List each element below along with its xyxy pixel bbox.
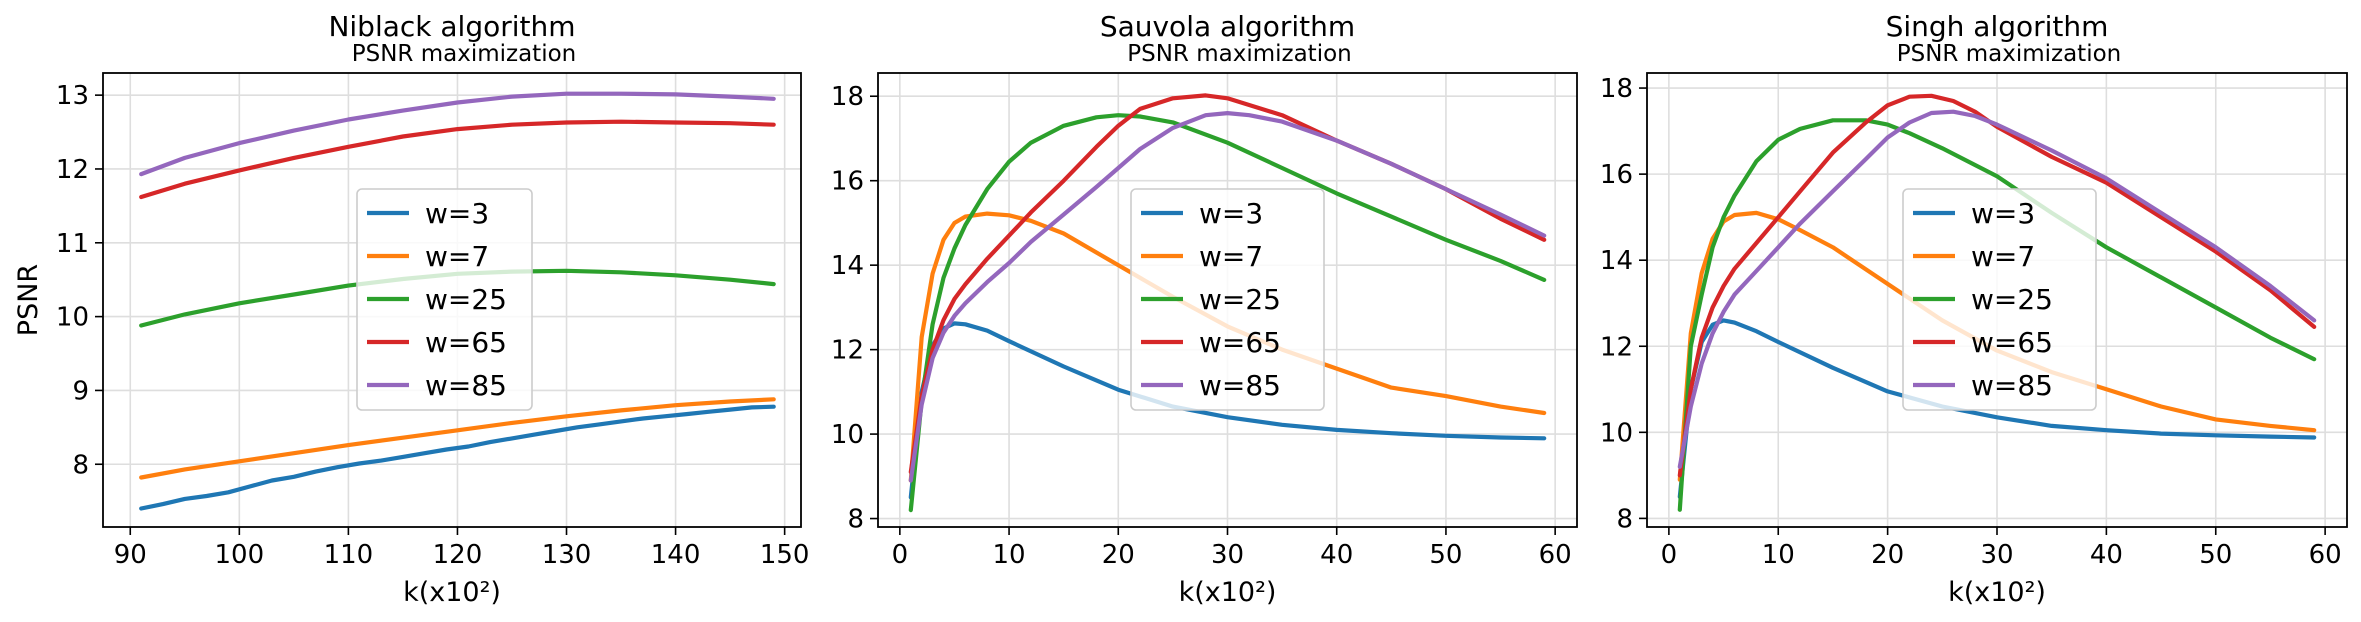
- chart-title: Sauvola algorithm: [1100, 10, 1355, 43]
- y-tick-label: 9: [72, 376, 89, 406]
- legend-box: [1902, 188, 2097, 411]
- x-axis-label: k(x10²): [403, 577, 501, 608]
- legend-label: w=7: [425, 240, 489, 273]
- series-line-w=3: [1677, 318, 2317, 499]
- legend-label: w=3: [1199, 197, 1263, 230]
- y-tick-label: 14: [831, 251, 864, 281]
- chart-title: Singh algorithm: [1886, 10, 2109, 43]
- x-tick-label: 10: [1762, 540, 1795, 570]
- legend-label: w=85: [425, 369, 507, 402]
- y-tick-label: 16: [1600, 160, 1633, 190]
- x-tick-label: 10: [993, 540, 1026, 570]
- legend-label: w=3: [1971, 197, 2035, 230]
- x-tick-label: 50: [1429, 540, 1462, 570]
- y-tick-label: 8: [1616, 504, 1633, 534]
- y-tick-label: 10: [831, 420, 864, 450]
- legend-label: w=85: [1971, 369, 2053, 402]
- x-tick-label: 0: [1661, 540, 1678, 570]
- x-tick-label: 60: [1539, 540, 1572, 570]
- x-tick-label: 40: [2090, 540, 2123, 570]
- y-tick-label: 11: [56, 229, 89, 259]
- legend-label: w=3: [425, 197, 489, 230]
- y-tick-label: 10: [56, 303, 89, 333]
- x-tick-label: 50: [2199, 540, 2232, 570]
- x-tick-label: 140: [651, 540, 701, 570]
- y-tick-label: 8: [72, 450, 89, 480]
- x-tick-label: 110: [324, 540, 374, 570]
- legend-label: w=85: [1199, 369, 1281, 402]
- series-line-w=25: [908, 113, 1547, 513]
- chart-subtitle: PSNR maximization: [352, 41, 577, 67]
- x-tick-label: 60: [2309, 540, 2342, 570]
- series-line-w=65: [1677, 93, 2317, 478]
- series-line-w=3: [908, 321, 1547, 500]
- series-line-w=7: [139, 397, 776, 480]
- chart-panel-3: 0 10 20 30 40 50 60 8 10 12 14 16 18 Singh algorithmP…: [1600, 10, 2348, 608]
- x-tick-label: 20: [1871, 540, 1904, 570]
- x-tick-label: 100: [215, 540, 265, 570]
- legend-label: w=65: [425, 326, 507, 359]
- series-line-w=85: [139, 91, 776, 177]
- x-tick-label: 40: [1320, 540, 1353, 570]
- legend-label: w=25: [425, 283, 507, 316]
- legend: w=3 w=7 w=25 w=65 w=85: [356, 188, 533, 411]
- y-tick-label: 12: [1600, 332, 1633, 362]
- legend-label: w=25: [1971, 283, 2053, 316]
- y-tick-label: 12: [56, 155, 89, 185]
- y-tick-label: 13: [56, 81, 89, 111]
- y-tick-label: 12: [831, 336, 864, 366]
- x-tick-label: 20: [1102, 540, 1135, 570]
- legend: w=3 w=7 w=25 w=65 w=85: [1130, 188, 1325, 411]
- legend-label: w=7: [1199, 240, 1263, 273]
- series-line-w=85: [908, 110, 1547, 483]
- y-axis-label: PSNR: [13, 264, 44, 336]
- legend-label: w=65: [1971, 326, 2053, 359]
- chart-panel-2: 0 10 20 30 40 50 60 8 10 12 14 16 18 Sauvola algorith…: [831, 10, 1578, 608]
- x-tick-label: 90: [114, 540, 147, 570]
- chart-title: Niblack algorithm: [328, 10, 575, 43]
- legend-label: w=65: [1199, 326, 1281, 359]
- chart-subtitle: PSNR maximization: [1897, 41, 2122, 67]
- plot-frame: [102, 72, 802, 528]
- x-tick-label: 30: [1980, 540, 2013, 570]
- series-line-w=7: [908, 211, 1547, 483]
- series-line-w=85: [1677, 109, 2317, 469]
- chart-panel-1: 90 100 110 120 130 140 150 8 9 10 11 12 13 Niblack al…: [13, 10, 809, 608]
- y-tick-label: 14: [1600, 246, 1633, 276]
- y-tick-label: 16: [831, 167, 864, 197]
- x-axis-label: k(x10²): [1179, 577, 1277, 608]
- x-tick-label: 130: [542, 540, 592, 570]
- y-tick-label: 18: [831, 82, 864, 112]
- y-tick-label: 10: [1600, 418, 1633, 448]
- legend-label: w=25: [1199, 283, 1281, 316]
- y-tick-label: 18: [1600, 74, 1633, 104]
- x-tick-label: 120: [433, 540, 483, 570]
- legend-box: [356, 188, 533, 411]
- x-tick-label: 0: [892, 540, 909, 570]
- chart-subtitle: PSNR maximization: [1127, 41, 1352, 67]
- y-tick-label: 8: [847, 505, 864, 535]
- series-line-w=3: [139, 404, 776, 511]
- series-line-w=65: [139, 119, 776, 200]
- legend: w=3 w=7 w=25 w=65 w=85: [1902, 188, 2097, 411]
- series-line-w=7: [1677, 210, 2317, 482]
- x-tick-label: 150: [760, 540, 810, 570]
- x-axis-label: k(x10²): [1948, 577, 2046, 608]
- legend-box: [1130, 188, 1325, 411]
- x-tick-label: 30: [1211, 540, 1244, 570]
- legend-label: w=7: [1971, 240, 2035, 273]
